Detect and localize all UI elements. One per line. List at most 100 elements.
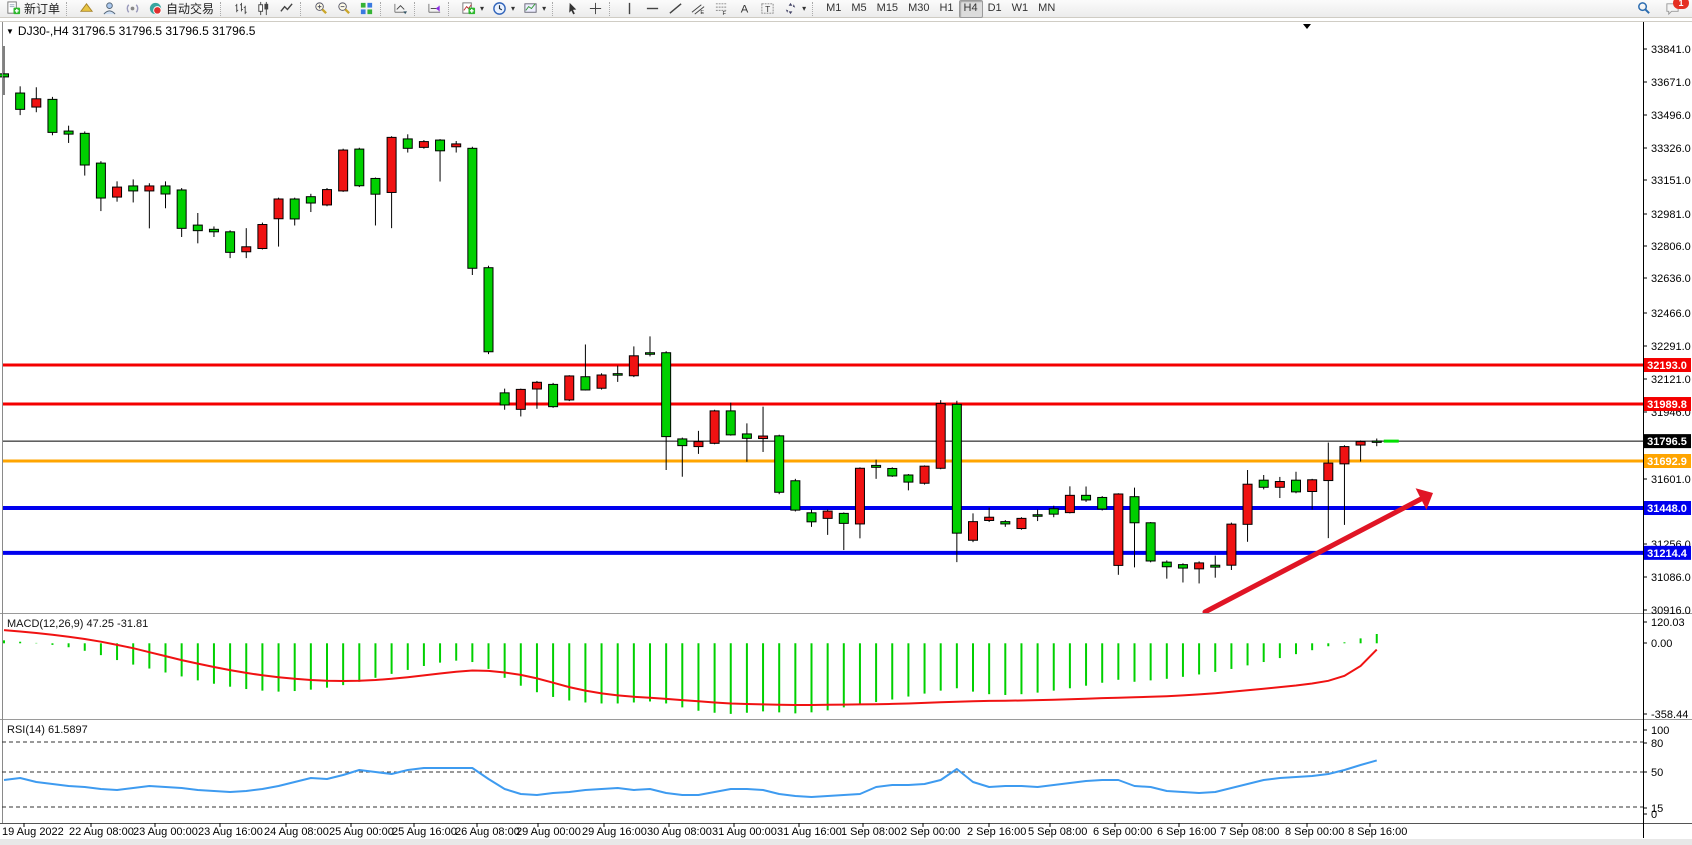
- timeframe-button-h1[interactable]: H1: [939, 1, 954, 14]
- price-badge-value: 31214.4: [1647, 548, 1688, 560]
- text-button[interactable]: A: [733, 0, 756, 18]
- candle: [1081, 494, 1092, 501]
- candle: [1339, 446, 1350, 465]
- channel-icon: E: [691, 4, 705, 16]
- time-axis-label: 23 Aug 16:00: [198, 826, 263, 838]
- indicators-button[interactable]: ▾: [457, 0, 488, 18]
- notifications-button[interactable]: 1: [1661, 0, 1689, 18]
- price-badge: [1644, 358, 1691, 373]
- timeframe-button-mn[interactable]: MN: [1038, 1, 1056, 14]
- auto-scroll-button[interactable]: [389, 0, 412, 18]
- crosshair-icon: [589, 2, 602, 15]
- cursor-button[interactable]: [561, 0, 584, 18]
- signal-icon: [126, 4, 139, 13]
- price-axis-label: 31601.0: [1651, 474, 1691, 486]
- candle: [806, 512, 817, 523]
- price-badge: [1644, 501, 1691, 516]
- time-axis-label: 31 Aug 00:00: [712, 826, 777, 838]
- vline-button[interactable]: [618, 0, 641, 18]
- chevron-down-icon[interactable]: ▾: [542, 4, 547, 13]
- vline-icon: [628, 2, 631, 15]
- price-axis-label: 33496.0: [1651, 110, 1691, 122]
- profiles-button[interactable]: [98, 0, 121, 18]
- yellow-chart-icon: [79, 3, 94, 12]
- candle: [418, 141, 429, 148]
- tile-windows-button[interactable]: [355, 0, 378, 18]
- chart-canvas[interactable]: 33841.0 33671.0 33496.0 33326.0 33151.0 32981…: [0, 18, 1692, 845]
- timeframe-button-m5[interactable]: M5: [851, 1, 867, 14]
- candle: [580, 376, 591, 391]
- autotrading-button[interactable]: 自动交易: [144, 0, 218, 18]
- candle: [63, 130, 74, 135]
- candle: [0, 73, 9, 78]
- toolbar-separator: [609, 1, 615, 16]
- linechart-icon: [280, 3, 293, 12]
- signals-button[interactable]: [121, 0, 144, 18]
- rsi-panel: [2, 741, 1643, 808]
- price-axis-label: 32636.0: [1651, 273, 1691, 285]
- price-badge-value: 32193.0: [1647, 360, 1687, 372]
- price-axis-label: 33151.0: [1651, 175, 1691, 187]
- timeframe-button-h4[interactable]: H4: [958, 0, 983, 18]
- timeframe-button-m15[interactable]: M15: [876, 1, 899, 14]
- zoom-in-button[interactable]: [309, 0, 332, 18]
- zoom-out-button[interactable]: [332, 0, 355, 18]
- timeframe-button-m1[interactable]: M1: [826, 1, 842, 14]
- chartshift-icon: [428, 3, 441, 13]
- candle: [903, 474, 914, 483]
- candle: [1258, 479, 1269, 488]
- search-button[interactable]: [1632, 0, 1655, 18]
- candle: [79, 132, 90, 166]
- template-icon: [524, 3, 537, 13]
- trend-arrow[interactable]: [1202, 488, 1433, 615]
- candle: [1226, 523, 1237, 566]
- chevron-down-icon[interactable]: ▾: [511, 4, 516, 13]
- svg-text:T: T: [765, 4, 770, 14]
- price-axis[interactable]: 33841.0 33671.0 33496.0 33326.0 33151.0 32981…: [1643, 44, 1691, 617]
- label-button[interactable]: T: [756, 0, 779, 18]
- toolbar-separator: [380, 1, 386, 16]
- timeframe-button-w1[interactable]: W1: [1011, 1, 1029, 14]
- line-chart-button[interactable]: [275, 0, 298, 18]
- profile-icon: [103, 2, 116, 15]
- price-axis-label: 32806.0: [1651, 241, 1691, 253]
- new-order-button[interactable]: 新订单: [2, 0, 64, 18]
- chevron-down-icon[interactable]: ▾: [480, 4, 485, 13]
- time-axis-label: 5 Sep 08:00: [1028, 826, 1087, 838]
- candle: [758, 435, 769, 440]
- candle: [1274, 481, 1285, 488]
- time-axis[interactable]: 19 Aug 2022 22 Aug 08:00 23 Aug 00:00 23 Au…: [2, 823, 1407, 838]
- autotrade-icon: [149, 2, 162, 15]
- arrows-button[interactable]: ▾: [779, 0, 810, 18]
- chart-shift-button[interactable]: [423, 0, 446, 18]
- timeframe-button-m30[interactable]: M30: [908, 1, 930, 14]
- toolbar-separator: [812, 1, 818, 16]
- toolbar-separator: [448, 1, 454, 16]
- price-badge-value: 31448.0: [1647, 503, 1687, 515]
- macd-scale-label: 120.03: [1651, 617, 1685, 629]
- candles-icon: [258, 1, 269, 16]
- candle: [564, 375, 575, 401]
- new-chart-button[interactable]: [75, 0, 98, 18]
- time-axis-label: 2 Sep 16:00: [967, 826, 1026, 838]
- chart-menu-icon[interactable]: ▼: [6, 26, 14, 36]
- periods-button[interactable]: ▾: [488, 0, 519, 18]
- chart-shift-marker[interactable]: [1303, 24, 1311, 29]
- templates-button[interactable]: ▾: [519, 0, 550, 18]
- fibonacci-button[interactable]: F: [710, 0, 733, 18]
- timeframe-button-d1[interactable]: D1: [987, 1, 1002, 14]
- candlestick-button[interactable]: [252, 0, 275, 18]
- rsi-scale-label: 50: [1651, 767, 1663, 779]
- candle: [451, 143, 462, 148]
- chevron-down-icon[interactable]: ▾: [802, 4, 807, 13]
- tiles-icon: [360, 2, 373, 15]
- candle: [1097, 496, 1108, 510]
- channel-button[interactable]: E: [687, 0, 710, 18]
- macd-scale-label: 0.00: [1651, 638, 1672, 650]
- trendline-button[interactable]: [664, 0, 687, 18]
- price-badge-value: 31692.9: [1647, 456, 1687, 468]
- chart-plot-area[interactable]: [2, 22, 1643, 613]
- crosshair-button[interactable]: [584, 0, 607, 18]
- hline-button[interactable]: [641, 0, 664, 18]
- bar-chart-button[interactable]: [229, 0, 252, 18]
